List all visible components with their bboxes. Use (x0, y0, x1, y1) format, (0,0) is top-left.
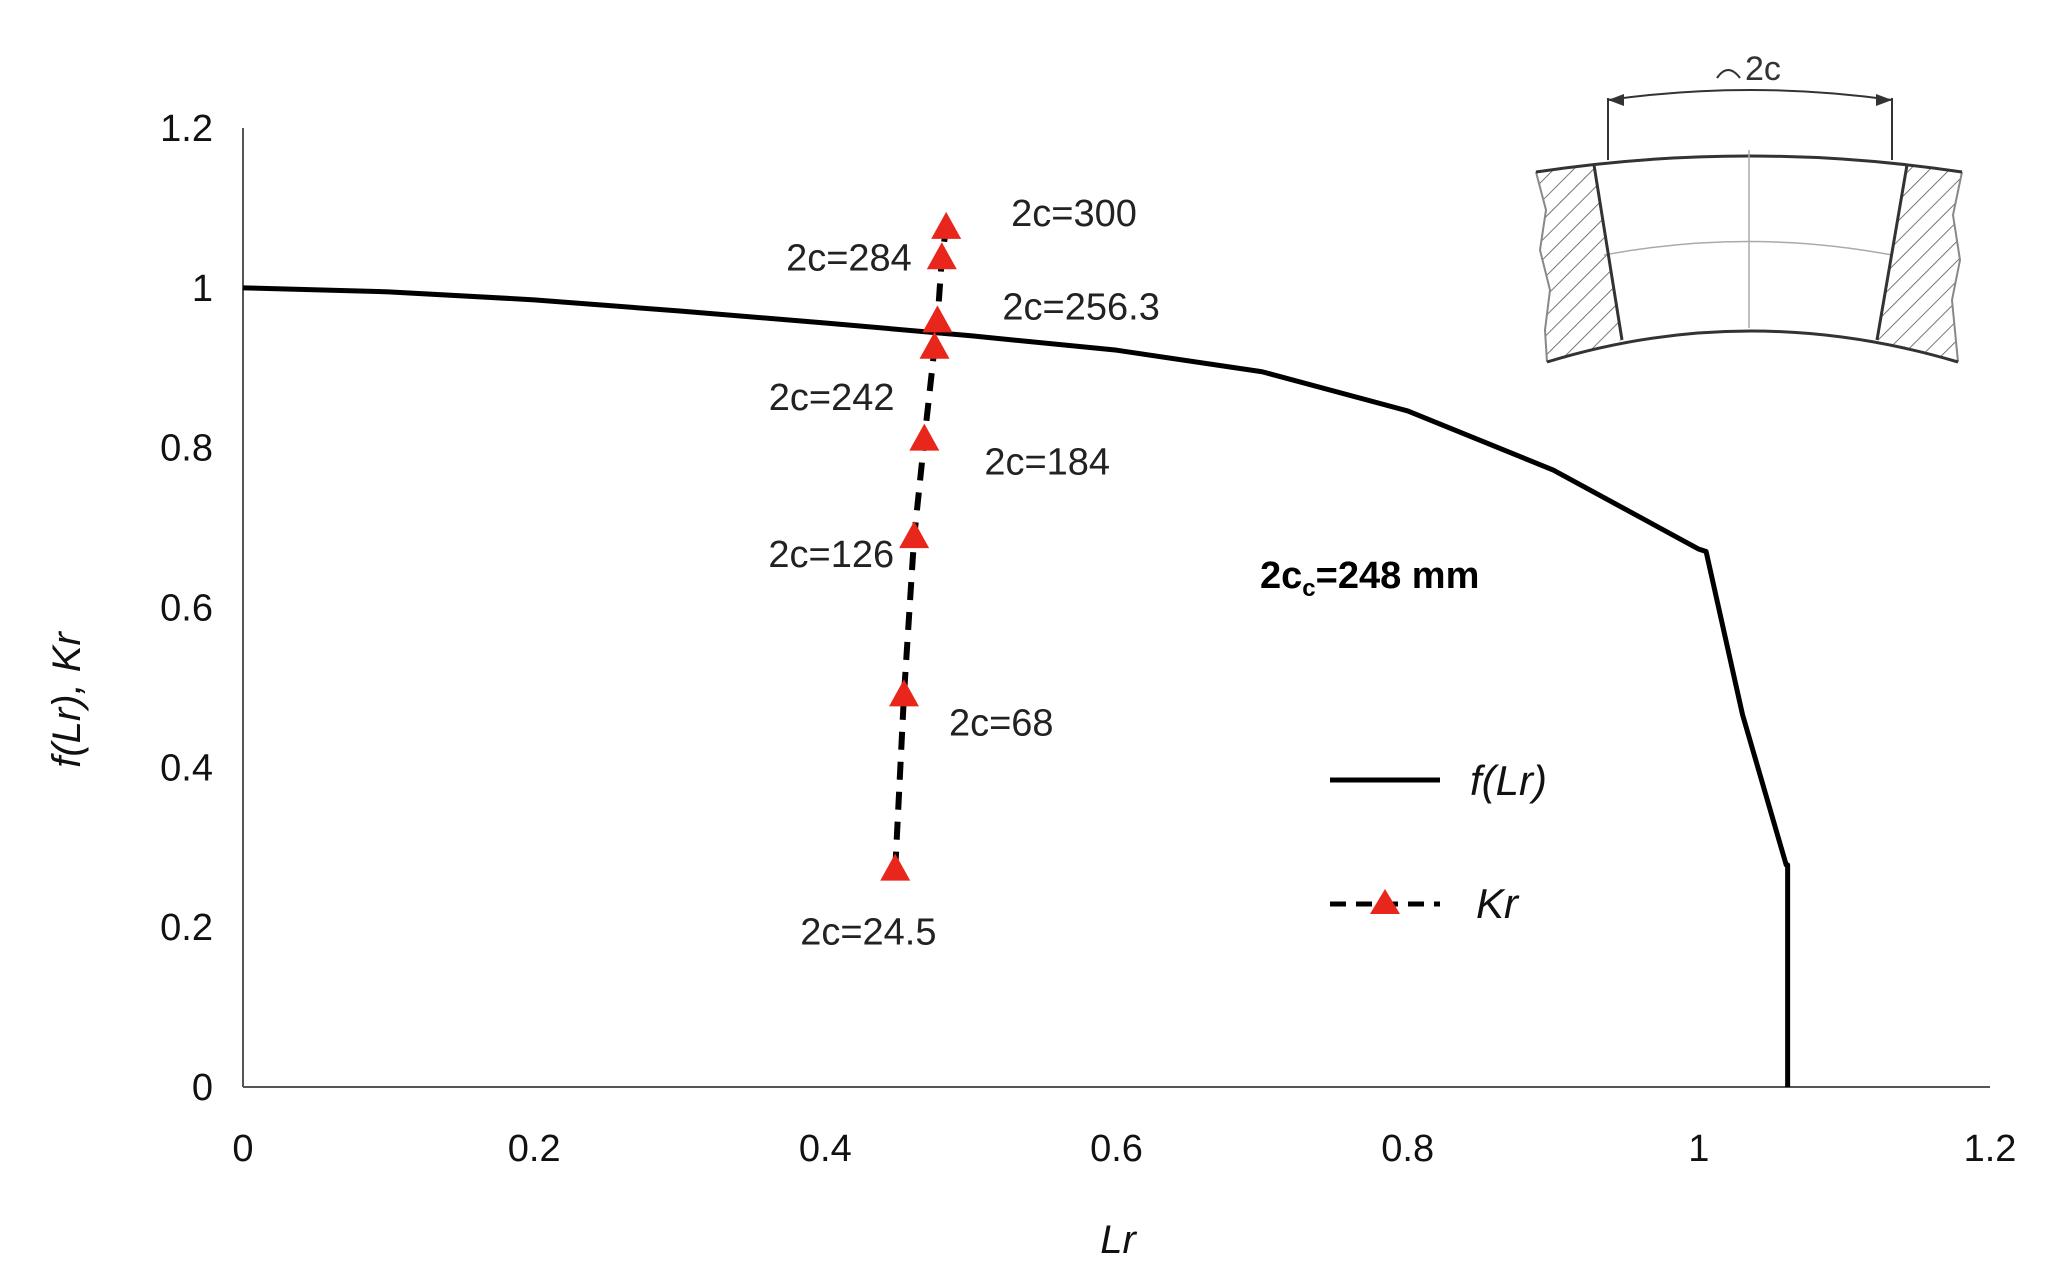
kr-point (880, 853, 911, 881)
x-tick-label: 0.8 (1381, 1128, 1434, 1170)
x-tick-label: 1.2 (1964, 1128, 2017, 1170)
inset-dimension-label: 2c (1745, 50, 1781, 88)
break-right (1950, 171, 1963, 363)
kr-point-label: 2c=284 (786, 237, 912, 279)
kr-point-label: 2c=68 (949, 702, 1054, 744)
crack-edge-right (1875, 164, 1909, 341)
hatch-right (1877, 165, 1962, 362)
crack-edge-left (1592, 164, 1624, 341)
kr-point (922, 305, 953, 333)
kr-point-label: 2c=24.5 (800, 912, 936, 954)
y-tick-label: 0.8 (160, 428, 213, 470)
break-left (1535, 171, 1552, 363)
legend-kr-marker (1370, 889, 1400, 914)
pipe-schematic: 2c (1535, 50, 1963, 364)
dimension-arrow-left (1608, 94, 1624, 106)
x-tick-label: 0.4 (799, 1128, 852, 1170)
y-tick-label: 0 (192, 1067, 213, 1109)
y-tick-label: 0.4 (160, 747, 213, 789)
kr-point (909, 423, 940, 451)
dimension-arc (1607, 89, 1893, 101)
kr-point-label: 2c=184 (984, 442, 1110, 484)
y-tick-label: 1 (192, 268, 213, 310)
crit-rest: =248 mm (1316, 555, 1480, 597)
critical-crack-annotation: 2cc=248 mm (1260, 555, 1479, 602)
legend-f-label: f(Lr) (1470, 757, 1547, 804)
kr-point-label: 2c=256.3 (1002, 286, 1159, 328)
mid-arc (1603, 240, 1893, 256)
kr-point-label: 2c=300 (1011, 193, 1137, 235)
x-tick-label: 1 (1688, 1128, 1709, 1170)
y-tick-label: 0.2 (160, 907, 213, 949)
kr-point (919, 331, 950, 359)
tick-labels: 0 0.2 0.4 0.6 0.8 1 1.2 0 0.2 0.4 0.6 0.8 1 1.2 (160, 108, 2016, 1170)
y-tick-label: 0.6 (160, 588, 213, 630)
y-axis-title: f(Lr), Kr (45, 631, 89, 768)
axes (242, 128, 1990, 1088)
x-tick-label: 0 (232, 1128, 253, 1170)
series-line-f (242, 285, 1791, 1087)
point-labels: 2c=24.5 2c=68 2c=126 2c=184 2c=242 2c=256.3 2c… (768, 193, 1159, 954)
dimension-arc-symbol (1716, 69, 1741, 79)
x-tick-label: 0.2 (508, 1128, 561, 1170)
series-layer (242, 211, 1791, 1087)
kr-point (888, 679, 919, 707)
dimension-arrow-right (1876, 94, 1892, 106)
kr-point (926, 242, 957, 270)
legend: f(Lr) Kr (1330, 757, 1547, 927)
kr-point-label: 2c=242 (769, 377, 895, 419)
legend-kr-label: Kr (1476, 880, 1520, 927)
crit-sub: c (1302, 575, 1315, 602)
kr-point (899, 521, 930, 549)
x-tick-label: 0.6 (1090, 1128, 1143, 1170)
x-axis-title: Lr (1100, 1218, 1137, 1262)
y-tick-label: 1.2 (160, 108, 213, 150)
crit-main: 2c (1260, 555, 1302, 597)
kr-point-label: 2c=126 (768, 534, 894, 576)
kr-point (931, 211, 962, 239)
inner-wall (1546, 329, 1959, 364)
